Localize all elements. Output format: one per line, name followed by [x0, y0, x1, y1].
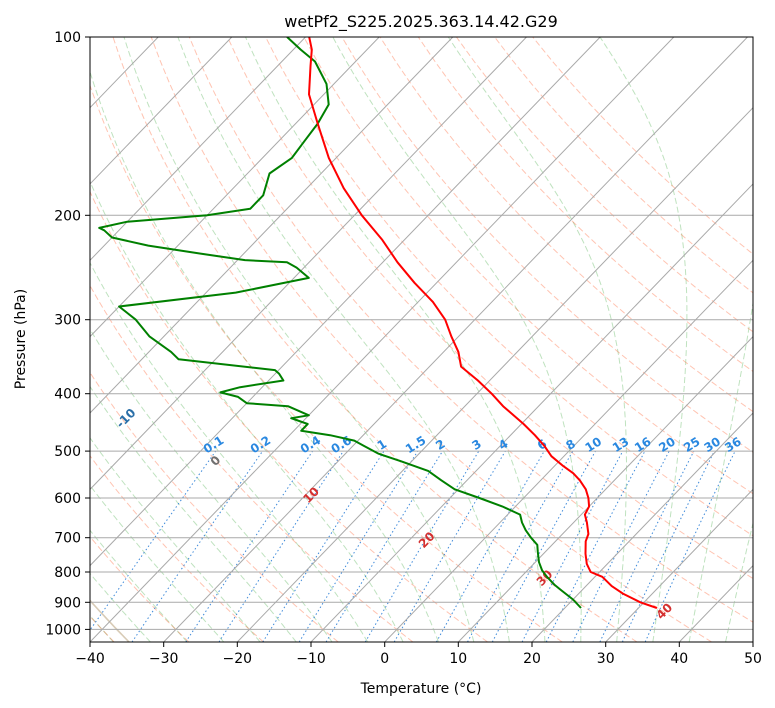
sounding-profiles — [98, 37, 658, 609]
y-tick-label: 600 — [54, 491, 81, 507]
mixing-ratio-line — [131, 450, 264, 642]
mixing-ratio-line — [185, 450, 314, 642]
moist-adiabat-line — [245, 37, 546, 642]
mixing-ratio-line — [262, 450, 385, 642]
axes: −40 −30 −20 −10 0 10 20 30 40 50 1000 900 800 700 600 5… — [45, 30, 762, 667]
dry-adiabat-line — [227, 37, 753, 580]
dewpoint-profile-line — [98, 37, 582, 609]
y-tick-label: 1000 — [45, 622, 81, 638]
moist-adiabat-line — [177, 37, 510, 642]
isotherm-grid — [0, 37, 753, 642]
isotherm-gridline — [90, 37, 454, 414]
isotherm-gridline — [90, 37, 233, 185]
x-tick-label: 20 — [523, 651, 541, 667]
mixing-ratio-line — [599, 450, 695, 642]
y-axis-label: Pressure (hPa) — [13, 289, 29, 389]
x-axis-label: Temperature (°C) — [360, 681, 482, 697]
dry-adiabat-line — [188, 37, 753, 623]
chart-title: wetPf2_S225.2025.363.14.42.G29 — [284, 12, 558, 32]
mixing-ratio-line — [218, 450, 344, 642]
isotherm-gridline — [163, 37, 748, 642]
moist-adiabat-line — [90, 180, 404, 642]
dry-adiabat-line — [90, 535, 190, 642]
moist-adiabat-line — [90, 572, 151, 642]
dry-adiabat-label: -20 — [31, 368, 56, 393]
y-tick-label: 200 — [54, 208, 81, 224]
x-tick-label: 40 — [670, 651, 688, 667]
isotherm-gridline — [236, 106, 753, 642]
moist-adiabat-line — [762, 37, 775, 642]
isotherm-gridline — [90, 37, 380, 338]
y-tick-label: 300 — [54, 313, 81, 329]
x-tick-label: −30 — [149, 651, 179, 667]
moist-adiabat-line — [90, 261, 369, 642]
moist-adiabat-line — [90, 385, 297, 642]
isotherm-gridline — [605, 488, 753, 642]
mixing-ratio-line — [90, 450, 217, 632]
dry-adiabat-line — [379, 37, 753, 413]
x-tick-label: −20 — [223, 651, 253, 667]
isotherm-gridline — [310, 183, 753, 642]
isotherm-gridline — [90, 37, 601, 567]
isotherm-gridline — [0, 37, 11, 642]
mixing-ratio-line — [467, 450, 574, 642]
dry-adiabat-line — [90, 284, 414, 642]
mixing-ratio-line — [325, 450, 444, 642]
x-tick-label: −40 — [75, 651, 105, 667]
x-tick-label: 10 — [449, 651, 467, 667]
x-tick-label: 50 — [744, 651, 762, 667]
moist-adiabat-line — [599, 37, 688, 642]
y-tick-label: 400 — [54, 387, 81, 403]
x-tick-label: 0 — [380, 651, 389, 667]
isotherm-gridline — [752, 641, 753, 642]
y-tick-label: 900 — [54, 595, 81, 611]
dry-adiabat-line — [90, 190, 488, 642]
dry-adiabat-line — [303, 37, 753, 495]
temperature-profile-line — [308, 37, 658, 609]
moist-adiabat-line — [688, 299, 753, 642]
moist-adiabat-line — [332, 37, 582, 642]
dry-adiabat-line — [341, 37, 753, 453]
moist-adiabat-line — [90, 484, 225, 642]
isotherm-gridline — [90, 37, 306, 262]
moist-adiabat-line — [447, 37, 627, 642]
isotherm-gridline — [531, 412, 753, 642]
isotherm-gridline — [457, 335, 753, 642]
mixing-ratio-line — [572, 450, 670, 642]
y-tick-label: 500 — [54, 444, 81, 460]
mixing-ratio-line — [435, 450, 545, 642]
moist-adiabat-line — [90, 70, 439, 642]
moist-adiabats — [90, 37, 775, 642]
moist-adiabat-line — [90, 529, 188, 642]
x-tick-label: 30 — [597, 651, 615, 667]
isotherm-gridline — [90, 37, 675, 642]
y-tick-label: 100 — [54, 30, 81, 46]
moist-adiabat-line — [90, 328, 333, 642]
dry-adiabat-line — [494, 37, 753, 294]
isotherm-gridline — [384, 259, 753, 642]
x-tick-label: −10 — [296, 651, 326, 667]
isotherm-gridline — [90, 37, 527, 491]
dry-adiabat-line — [90, 371, 339, 642]
moist-adiabat-line — [90, 437, 261, 642]
plot-frame — [89, 36, 754, 643]
y-tick-label: 700 — [54, 531, 81, 547]
dry-adiabat-line — [455, 37, 753, 333]
y-tick-label: 800 — [54, 565, 81, 581]
dry-adiabat-line — [90, 84, 563, 642]
plot-area — [90, 37, 753, 642]
